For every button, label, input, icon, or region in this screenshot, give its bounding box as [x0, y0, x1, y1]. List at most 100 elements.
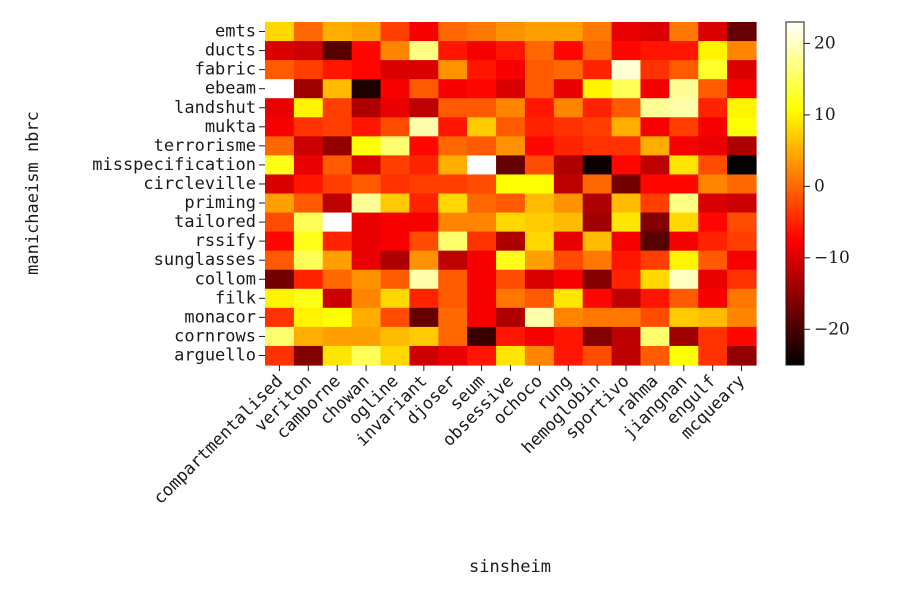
y-tick-label: terrorisme	[154, 136, 256, 156]
heatmap-cell	[322, 22, 353, 42]
heatmap-cell	[524, 231, 555, 252]
heatmap-cell	[669, 345, 699, 366]
heatmap-cell	[380, 174, 411, 195]
heatmap-cell	[524, 212, 555, 233]
heatmap-cell	[467, 231, 497, 252]
heatmap-cell	[553, 193, 584, 214]
heatmap-cell	[669, 136, 699, 156]
heatmap-cell	[698, 60, 728, 80]
heatmap-cell	[524, 98, 555, 118]
heatmap-cell	[380, 345, 411, 366]
heatmap-cell	[553, 345, 584, 366]
heatmap-cell	[698, 269, 728, 290]
heatmap-cell	[611, 345, 642, 366]
heatmap-cell	[467, 41, 497, 61]
heatmap-cell	[467, 136, 497, 156]
heatmap-cell	[698, 98, 728, 118]
heatmap-cell	[582, 22, 613, 42]
heatmap-cell	[351, 288, 382, 309]
heatmap-cell	[524, 174, 555, 195]
heatmap-cell	[698, 155, 728, 176]
heatmap-cell	[669, 41, 699, 61]
heatmap-cell	[698, 288, 728, 309]
heatmap-cell	[611, 326, 642, 347]
heatmap-cell	[351, 231, 382, 252]
heatmap-cell	[611, 193, 642, 214]
heatmap-cell	[524, 155, 555, 176]
heatmap-cell	[438, 22, 468, 42]
heatmap-cell	[467, 345, 497, 366]
heatmap-cell	[640, 345, 670, 366]
heatmap-cell	[496, 231, 526, 252]
heatmap-cell	[438, 269, 468, 290]
heatmap-cell	[582, 231, 613, 252]
heatmap-cell	[351, 345, 382, 366]
heatmap-cell	[553, 174, 584, 195]
heatmap-cell	[351, 79, 382, 99]
y-tick-label: mukta	[205, 117, 256, 137]
heatmap-cell	[640, 117, 670, 137]
heatmap-cell	[409, 22, 439, 42]
heatmap-cell	[322, 231, 353, 252]
heatmap-cell	[524, 307, 555, 328]
heatmap-cell	[380, 288, 411, 309]
heatmap-cell	[727, 231, 757, 252]
heatmap-cell	[669, 231, 699, 252]
y-tick-label: rssify	[195, 231, 256, 251]
heatmap-cell	[380, 155, 411, 176]
heatmap-cell	[265, 117, 295, 137]
heatmap-cell	[611, 288, 642, 309]
heatmap-cell	[438, 41, 468, 61]
heatmap-cell	[727, 22, 757, 42]
heatmap-cell	[438, 326, 468, 347]
y-tick-label: landshut	[174, 98, 256, 118]
heatmap-cell	[698, 212, 728, 233]
heatmap-cell	[640, 326, 670, 347]
y-tick-label: circleville	[143, 174, 256, 194]
heatmap-cell	[351, 326, 382, 347]
y-axis: emtsductsfabricebeamlandshutmuktaterrori…	[92, 22, 265, 365]
heatmap-cell	[351, 41, 382, 61]
heatmap-cell	[582, 250, 613, 271]
heatmap-cell	[640, 288, 670, 309]
heatmap-cell	[265, 250, 295, 271]
heatmap-cell	[467, 155, 497, 176]
heatmap-cell	[467, 193, 497, 214]
heatmap-cell	[524, 288, 555, 309]
colorbar-gradient	[785, 21, 805, 366]
y-tick-label: cornrows	[174, 326, 256, 346]
heatmap-cell	[553, 155, 584, 176]
heatmap-cell	[727, 136, 757, 156]
heatmap-cell	[496, 326, 526, 347]
heatmap-cell	[496, 136, 526, 156]
heatmap-cell	[351, 117, 382, 137]
heatmap-cell	[669, 288, 699, 309]
x-tick-label: compartmentalised	[150, 371, 287, 508]
heatmap-cell	[669, 326, 699, 347]
heatmap-cell	[640, 307, 670, 328]
heatmap-cell	[524, 326, 555, 347]
heatmap-cell	[351, 193, 382, 214]
heatmap-cell	[553, 22, 584, 42]
heatmap-cell	[409, 79, 439, 99]
heatmap-cell	[640, 41, 670, 61]
heatmap-cell	[611, 155, 642, 176]
heatmap-cell	[293, 174, 324, 195]
heatmap-cell	[265, 79, 295, 99]
y-tick-label: monacor	[184, 307, 256, 327]
colorbar: 20 10 0 −10 −20	[785, 21, 850, 366]
heatmap-cell	[467, 98, 497, 118]
heatmap-cell	[496, 60, 526, 80]
heatmap-cell	[438, 250, 468, 271]
heatmap-cell	[293, 155, 324, 176]
heatmap-cell	[582, 345, 613, 366]
heatmap-cell	[698, 79, 728, 99]
heatmap-cell	[322, 212, 353, 233]
heatmap-cell	[727, 326, 757, 347]
heatmap-cell	[380, 79, 411, 99]
heatmap-cell	[727, 155, 757, 176]
heatmap-cell	[582, 288, 613, 309]
heatmap-cell	[496, 345, 526, 366]
heatmap-cell	[611, 117, 642, 137]
heatmap-cell	[524, 22, 555, 42]
